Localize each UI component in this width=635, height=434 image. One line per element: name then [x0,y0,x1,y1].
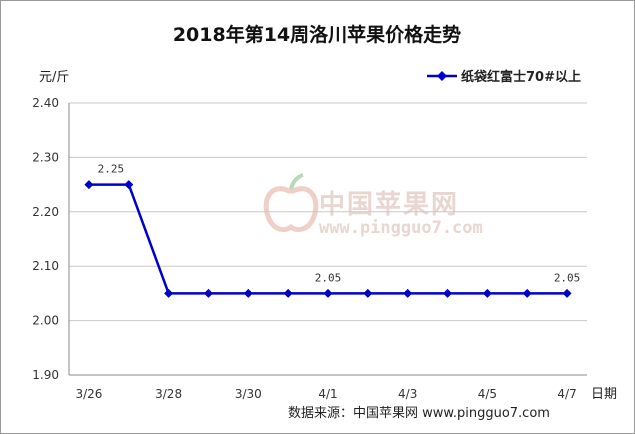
x-tick-label: 3/26 [75,387,102,401]
y-tick-label: 1.90 [32,368,59,382]
chart-title: 2018年第14周洛川苹果价格走势 [173,23,461,46]
y-tick-label: 2.00 [32,314,59,328]
series-layer [84,180,572,298]
y-tick-label: 2.10 [32,259,59,273]
legend-label: 纸袋红富士70#以上 [461,69,581,85]
y-tick-label: 2.30 [32,150,59,164]
data-point [283,288,293,298]
x-tick-label: 4/3 [398,387,417,401]
data-point [323,288,333,298]
axes [68,103,587,376]
data-point [562,288,572,298]
y-tick-label: 2.40 [32,96,59,110]
apple-logo-icon [263,173,319,233]
x-tick-label: 4/1 [318,387,337,401]
x-tick-label: 3/30 [235,387,262,401]
data-point [84,180,94,190]
data-point [482,288,492,298]
source-note: 数据来源：中国苹果网 www.pingguo7.com [288,406,550,421]
x-axis-label: 日期 [591,387,617,402]
legend: 纸袋红富士70#以上 [427,69,581,85]
data-label: 2.25 [98,163,125,176]
watermark-en: www.pingguo7.com [319,218,483,238]
y-tick-label: 2.20 [32,205,59,219]
watermark-cn: 中国苹果网 [319,190,459,220]
x-tick-label: 4/7 [557,387,576,401]
data-point [203,288,213,298]
gridlines [69,102,587,322]
x-tick-labels: 3/26 3/28 3/30 4/1 4/3 4/5 4/7 [75,387,576,401]
data-label: 2.05 [554,271,581,284]
data-point [443,288,453,298]
data-labels: 2.25 2.05 2.05 [98,163,581,285]
data-point [164,288,174,298]
data-point [403,288,413,298]
y-tick-labels: 1.90 2.00 2.10 2.20 2.30 2.40 [32,96,59,382]
legend-marker-icon [437,71,447,81]
data-point [522,288,532,298]
data-label: 2.05 [315,271,342,284]
watermark: 中国苹果网 www.pingguo7.com [263,173,483,238]
y-axis-label: 元/斤 [39,70,69,85]
x-tick-label: 3/28 [155,387,182,401]
data-point [243,288,253,298]
data-point [124,180,134,190]
x-tick-label: 4/5 [478,387,497,401]
data-point [363,288,373,298]
